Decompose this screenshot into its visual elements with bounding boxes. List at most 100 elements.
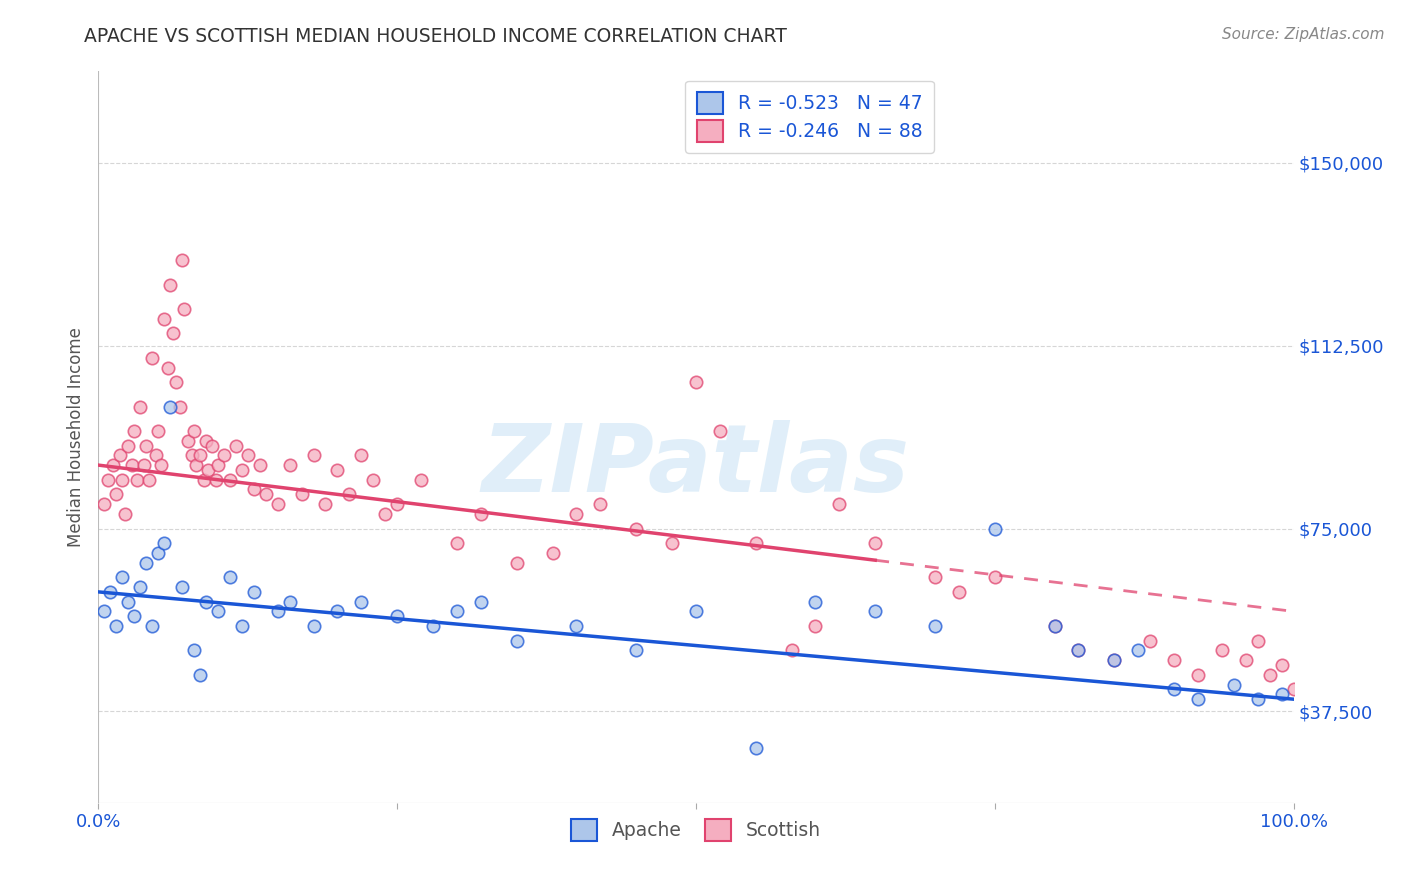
Point: [231, 619, 253, 633]
Point: [135, 439, 157, 453]
Point: [254, 487, 277, 501]
Point: [124, 424, 146, 438]
Point: [149, 458, 172, 472]
Point: [924, 619, 946, 633]
Point: [1282, 682, 1305, 697]
Point: [105, 487, 128, 501]
Point: [243, 483, 266, 497]
Point: [446, 604, 468, 618]
Point: [1104, 653, 1126, 667]
Point: [780, 643, 803, 657]
Point: [148, 546, 170, 560]
Point: [685, 375, 707, 389]
Point: [169, 400, 191, 414]
Point: [243, 585, 266, 599]
Point: [411, 473, 433, 487]
Point: [565, 507, 588, 521]
Point: [114, 507, 136, 521]
Point: [183, 643, 205, 657]
Point: [326, 463, 349, 477]
Point: [804, 594, 827, 608]
Point: [145, 448, 167, 462]
Point: [1223, 677, 1246, 691]
Point: [101, 458, 124, 472]
Point: [1247, 633, 1270, 648]
Point: [148, 424, 170, 438]
Point: [350, 448, 373, 462]
Point: [1187, 692, 1209, 706]
Point: [470, 594, 492, 608]
Point: [291, 487, 314, 501]
Point: [267, 497, 290, 511]
Point: [661, 536, 683, 550]
Point: [1067, 643, 1090, 657]
Point: [236, 448, 259, 462]
Point: [193, 473, 215, 487]
Point: [125, 473, 148, 487]
Point: [1271, 658, 1294, 673]
Point: [541, 546, 564, 560]
Point: [924, 570, 946, 584]
Point: [745, 536, 768, 550]
Point: [207, 458, 229, 472]
Point: [172, 580, 194, 594]
Point: [249, 458, 271, 472]
Point: [506, 556, 529, 570]
Point: [195, 434, 218, 448]
Point: [117, 439, 139, 453]
Point: [422, 619, 444, 633]
Point: [231, 463, 253, 477]
Point: [188, 667, 211, 681]
Point: [225, 439, 247, 453]
Point: [1139, 633, 1161, 648]
Point: [111, 570, 134, 584]
Point: [153, 311, 176, 326]
Point: [138, 473, 160, 487]
Point: [828, 497, 851, 511]
Point: [173, 301, 195, 317]
Point: [865, 604, 887, 618]
Point: [267, 604, 290, 618]
Point: [105, 619, 128, 633]
Point: [350, 594, 373, 608]
Point: [385, 609, 409, 624]
Point: [339, 487, 361, 501]
Point: [201, 439, 224, 453]
Point: [865, 536, 887, 550]
Point: [159, 400, 181, 414]
Point: [165, 375, 187, 389]
Point: [948, 585, 970, 599]
Text: Source: ZipAtlas.com: Source: ZipAtlas.com: [1222, 27, 1385, 42]
Point: [172, 253, 194, 268]
Point: [278, 458, 301, 472]
Point: [132, 458, 155, 472]
Point: [197, 463, 219, 477]
Point: [204, 473, 226, 487]
Point: [1163, 653, 1185, 667]
Point: [1163, 682, 1185, 697]
Point: [1187, 667, 1209, 681]
Text: ZIPatlas: ZIPatlas: [482, 420, 910, 512]
Point: [93, 497, 115, 511]
Point: [93, 604, 115, 618]
Point: [506, 633, 529, 648]
Point: [446, 536, 468, 550]
Y-axis label: Median Household Income: Median Household Income: [67, 327, 86, 547]
Point: [129, 580, 152, 594]
Point: [1043, 619, 1066, 633]
Point: [135, 556, 157, 570]
Point: [98, 585, 122, 599]
Point: [159, 277, 181, 292]
Point: [186, 458, 208, 472]
Point: [302, 619, 325, 633]
Text: APACHE VS SCOTTISH MEDIAN HOUSEHOLD INCOME CORRELATION CHART: APACHE VS SCOTTISH MEDIAN HOUSEHOLD INCO…: [84, 27, 787, 45]
Point: [121, 458, 143, 472]
Point: [1128, 643, 1150, 657]
Point: [685, 604, 707, 618]
Point: [141, 619, 163, 633]
Legend: Apache, Scottish: Apache, Scottish: [564, 812, 828, 848]
Point: [1211, 643, 1233, 657]
Point: [177, 434, 200, 448]
Point: [219, 570, 242, 584]
Point: [385, 497, 409, 511]
